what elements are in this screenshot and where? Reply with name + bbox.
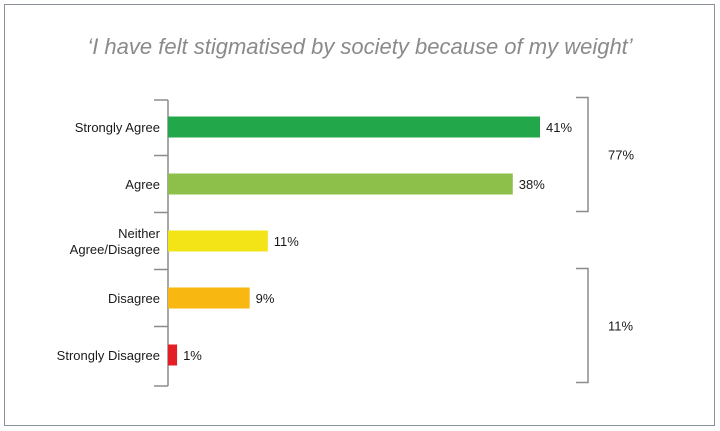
group-label: 77% <box>608 148 634 163</box>
group-bracket <box>576 96 589 213</box>
data-label: 1% <box>183 348 202 363</box>
group-bracket <box>576 267 589 384</box>
bar <box>168 287 250 309</box>
bar <box>168 230 268 252</box>
category-label: Strongly Agree <box>75 120 160 135</box>
category-label: Disagree <box>108 291 160 306</box>
bar <box>168 173 513 195</box>
category-label: Agree <box>125 177 160 192</box>
category-label: Strongly Disagree <box>57 348 160 363</box>
category-label: Neither <box>118 226 161 241</box>
chart-frame <box>4 4 715 426</box>
bar <box>168 116 540 138</box>
data-label: 38% <box>519 177 545 192</box>
data-label: 11% <box>274 234 299 249</box>
bar <box>168 344 178 366</box>
data-label: 41% <box>546 120 572 135</box>
data-label: 9% <box>256 291 275 306</box>
group-label: 11% <box>608 319 633 334</box>
category-label: Agree/Disagree <box>70 242 160 257</box>
chart-title: ‘I have felt stigmatised by society beca… <box>87 34 633 59</box>
